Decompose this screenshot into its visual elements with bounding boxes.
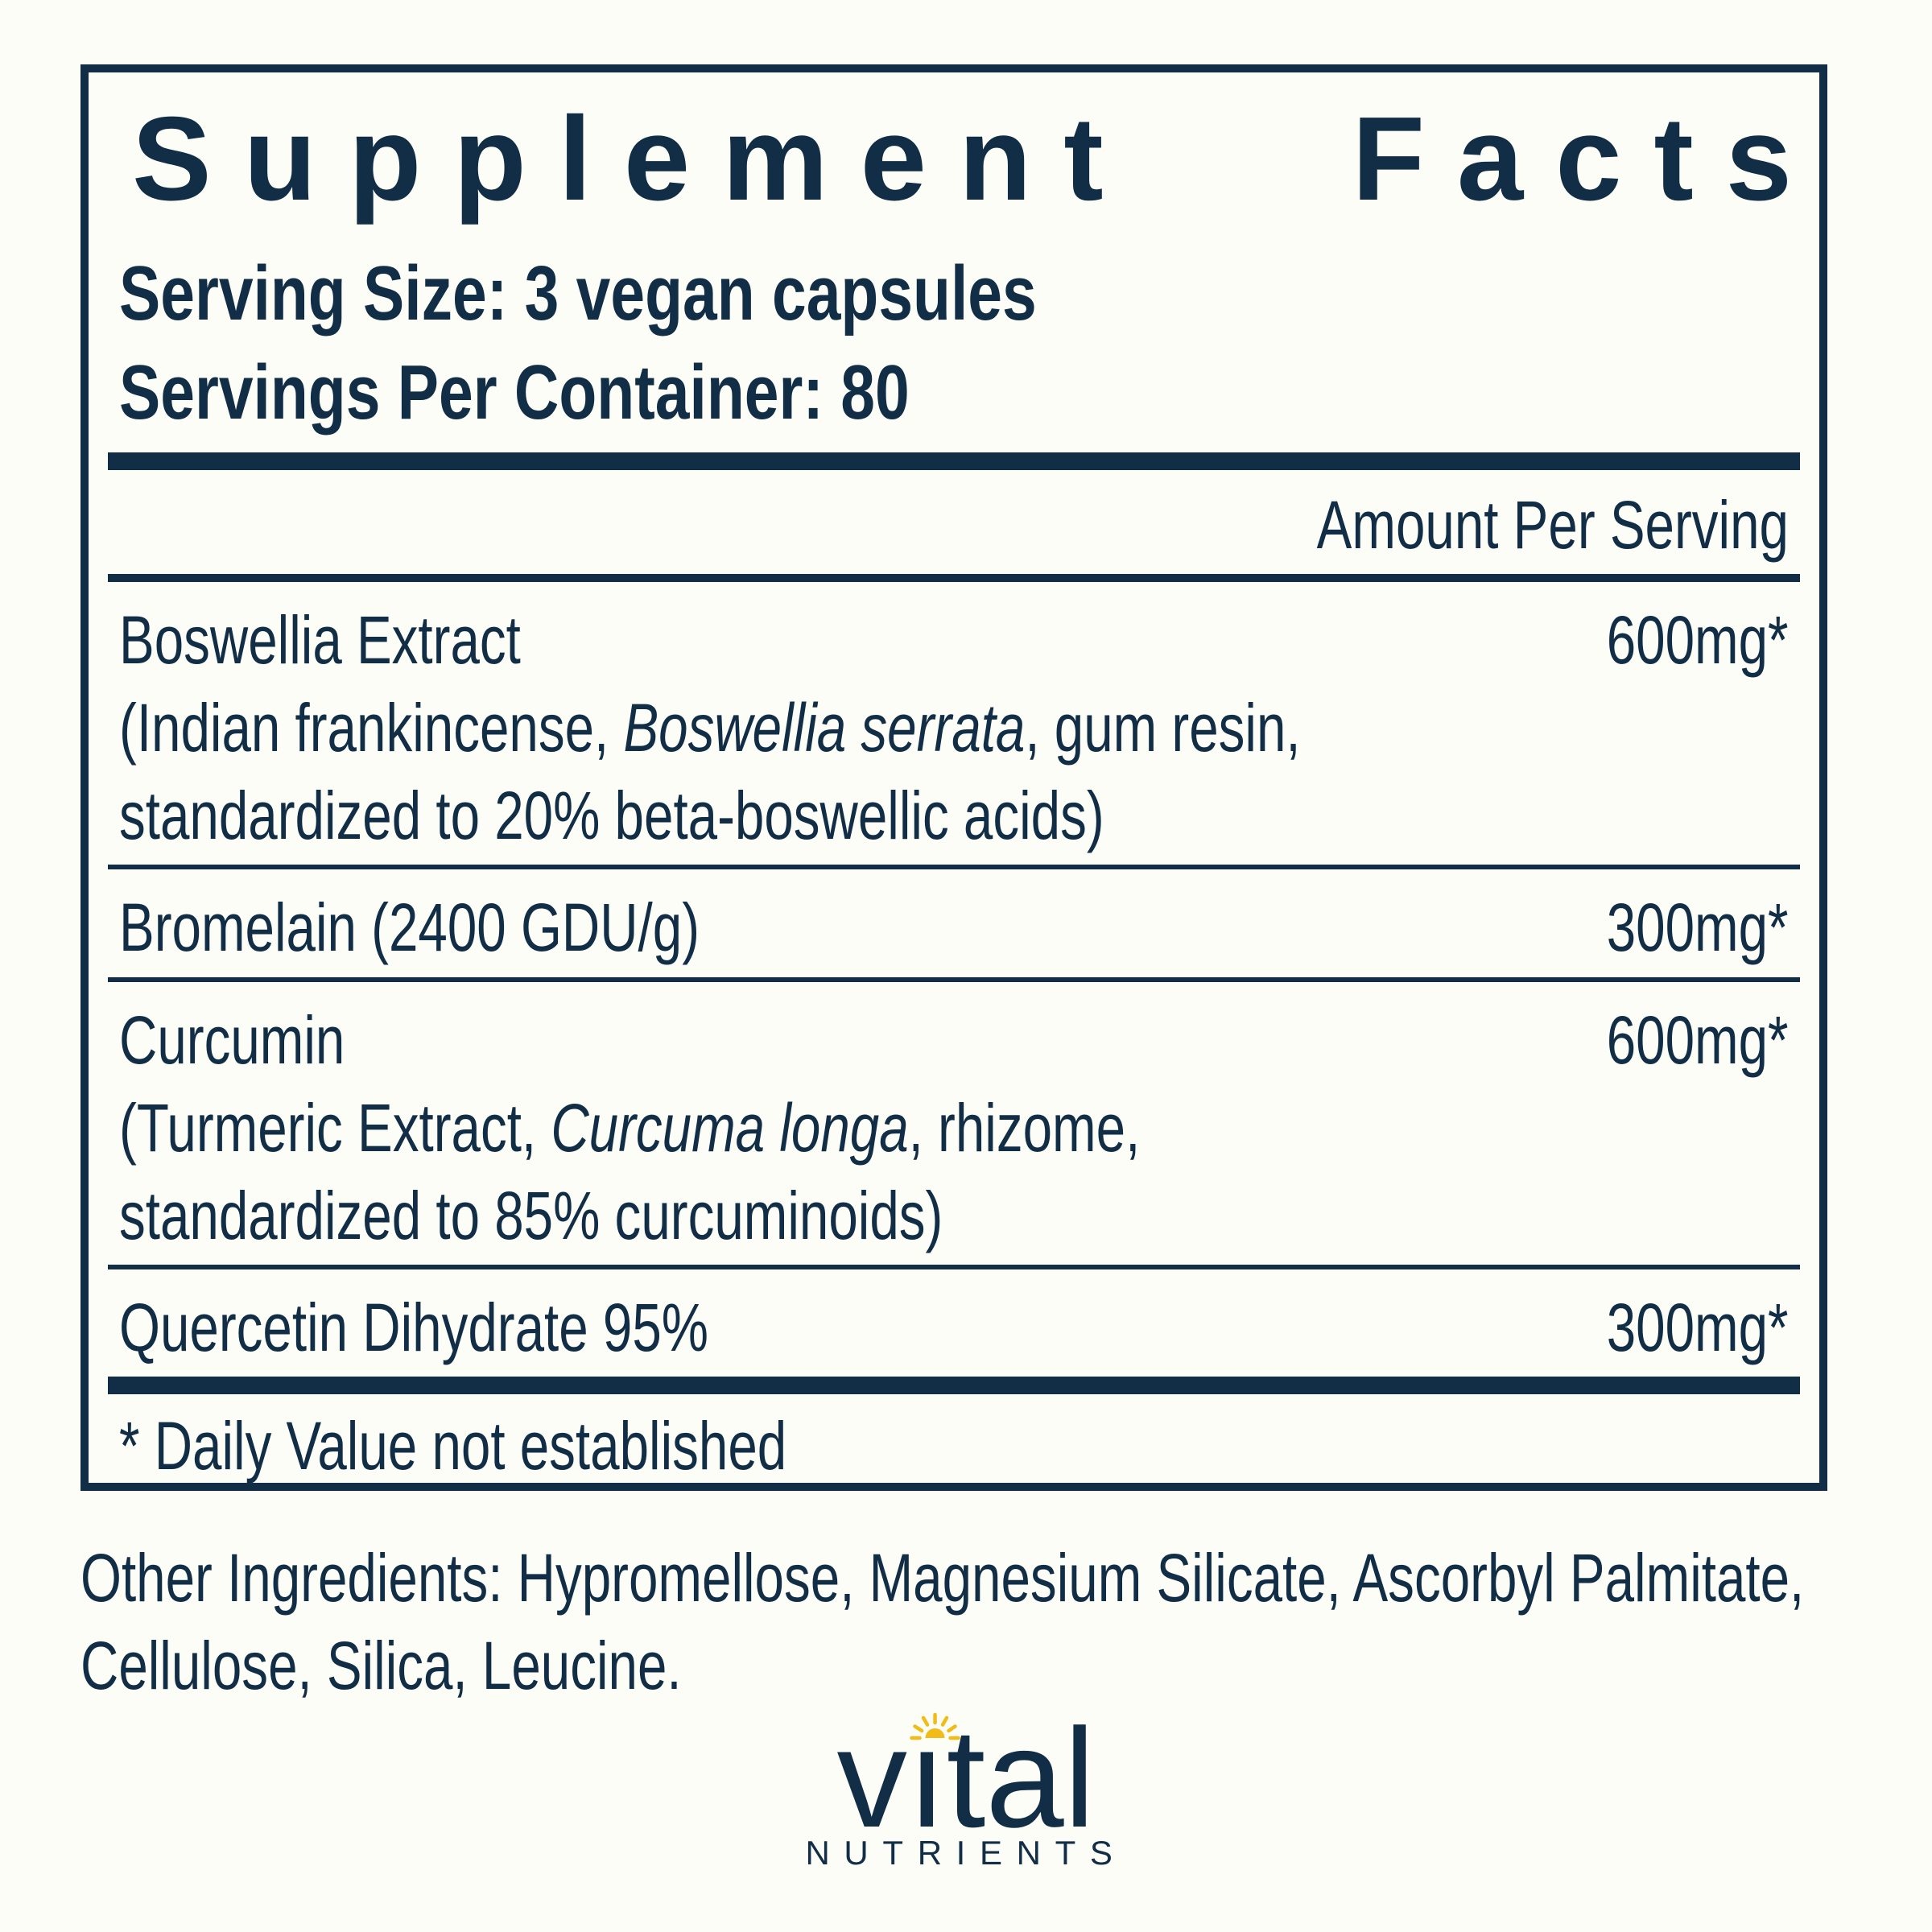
ingredient-desc-line: (Indian frankincense, Boswellia serrata,… <box>119 684 1422 772</box>
serving-size: Serving Size: 3 vegan capsules <box>119 250 1037 336</box>
other-ingredients: Other Ingredients: Hypromellose, Magnesi… <box>80 1534 1804 1710</box>
table-top-bar <box>108 452 1800 470</box>
sun-icon <box>910 1712 960 1740</box>
ingredient-amount: 300mg* <box>1607 1290 1789 1366</box>
ingredient-amount: 600mg* <box>1607 601 1789 678</box>
other-ingredients-line: Other Ingredients: Hypromellose, Magnesi… <box>80 1540 1805 1616</box>
ingredient-name: Quercetin Dihydrate 95% <box>119 1290 709 1366</box>
table-row-bromelain: Bromelain (2400 GDU/g) 300mg* <box>108 869 1800 976</box>
ingredient-name: Boswellia Extract <box>119 601 521 678</box>
panel-title-word-2: Facts <box>1352 93 1824 225</box>
ingredient-desc-line: standardized to 20% beta-boswellic acids… <box>119 778 1104 854</box>
ingredient-amount: 300mg* <box>1607 890 1789 966</box>
desc-text: , gum resin, <box>1025 689 1301 766</box>
panel-title-word-1: Supplement <box>132 93 1136 225</box>
servings-per-container: Servings Per Container: 80 <box>119 349 910 436</box>
brand-logo-wordmark: vıtal <box>837 1708 1096 1849</box>
amount-per-serving-header: Amount Per Serving <box>1316 486 1789 563</box>
row-divider <box>108 1265 1800 1270</box>
brand-logo-subtext: NUTRIENTS <box>805 1834 1127 1872</box>
logo-letters: tal <box>946 1700 1096 1857</box>
panel-title: Supplement Facts <box>132 100 1792 219</box>
desc-text: , rhizome, <box>908 1089 1141 1166</box>
desc-text: (Turmeric Extract, <box>119 1089 551 1166</box>
logo-letter: v <box>836 1700 908 1857</box>
ingredient-name-block: Boswellia Extract (Indian frankincense, … <box>119 597 1422 861</box>
desc-species-italic: Curcuma longa <box>551 1089 909 1166</box>
serving-info: Serving Size: 3 vegan capsules Servings … <box>119 245 1463 443</box>
table-row-quercetin: Quercetin Dihydrate 95% 300mg* <box>108 1269 1800 1377</box>
row-divider <box>108 976 1800 982</box>
table-row-boswellia: Boswellia Extract (Indian frankincense, … <box>108 582 1800 865</box>
header-rule <box>108 573 1800 582</box>
ingredient-name: Bromelain (2400 GDU/g) <box>119 890 700 966</box>
other-ingredients-line: Cellulose, Silica, Leucine. <box>80 1628 682 1704</box>
ingredient-name-block: Quercetin Dihydrate 95% <box>119 1284 1422 1372</box>
ingredient-name: Curcumin <box>119 1001 345 1078</box>
daily-value-footnote: * Daily Value not established <box>119 1408 787 1484</box>
desc-text: (Indian frankincense, <box>119 689 624 766</box>
ingredient-name-block: Curcumin (Turmeric Extract, Curcuma long… <box>119 997 1422 1261</box>
ingredient-desc-line: (Turmeric Extract, Curcuma longa, rhizom… <box>119 1084 1422 1172</box>
ingredient-desc-line: standardized to 85% curcuminoids) <box>119 1177 943 1253</box>
ingredient-amount: 600mg* <box>1607 1001 1789 1078</box>
table-bottom-bar <box>108 1377 1800 1395</box>
ingredient-name-block: Bromelain (2400 GDU/g) <box>119 884 1422 972</box>
desc-species-italic: Boswellia serrata <box>623 689 1026 766</box>
row-divider <box>108 865 1800 870</box>
supplement-facts-panel: Supplement Facts Serving Size: 3 vegan c… <box>80 64 1827 1491</box>
table-row-curcumin: Curcumin (Turmeric Extract, Curcuma long… <box>108 982 1800 1265</box>
